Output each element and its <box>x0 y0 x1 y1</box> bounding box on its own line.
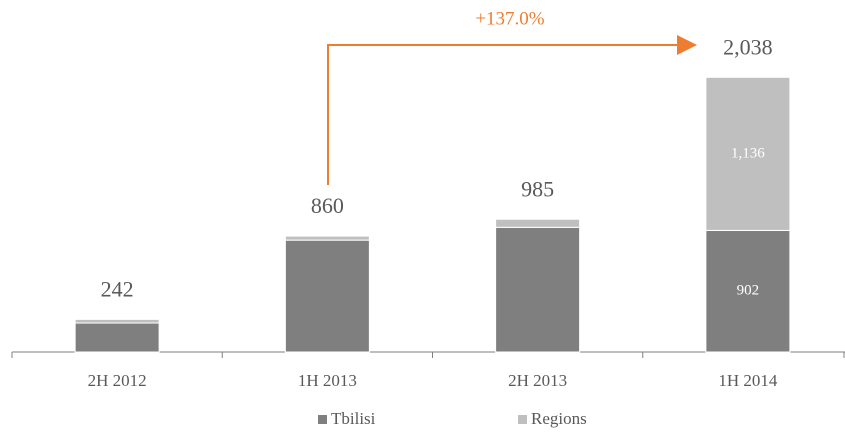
annotation: +137.0% <box>475 8 544 29</box>
legend-swatch <box>318 415 327 424</box>
legend-label: Tbilisi <box>331 409 376 428</box>
bar-segment <box>705 76 791 231</box>
bar-segment <box>74 322 160 353</box>
bar-segment <box>284 235 370 241</box>
bar-segment <box>74 318 160 324</box>
total-label: 860 <box>311 193 344 218</box>
segment-label: 1,136 <box>731 145 765 161</box>
legend-label: Regions <box>531 409 587 428</box>
x-tick-label: 2H 2013 <box>508 371 567 390</box>
bar-segment <box>705 229 791 353</box>
total-label: 985 <box>521 176 554 201</box>
bar-segment <box>284 239 370 353</box>
legend-swatch <box>518 415 527 424</box>
bar-segment <box>495 218 581 228</box>
x-tick-label: 1H 2013 <box>298 371 357 390</box>
bar-segment <box>495 226 581 353</box>
x-tick-label: 1H 2014 <box>718 371 778 390</box>
total-label: 2,038 <box>723 34 773 59</box>
growth-arrow <box>327 35 697 185</box>
segment-label: 902 <box>737 283 760 299</box>
total-label: 242 <box>101 276 134 301</box>
x-tick-label: 2H 2012 <box>88 371 147 390</box>
